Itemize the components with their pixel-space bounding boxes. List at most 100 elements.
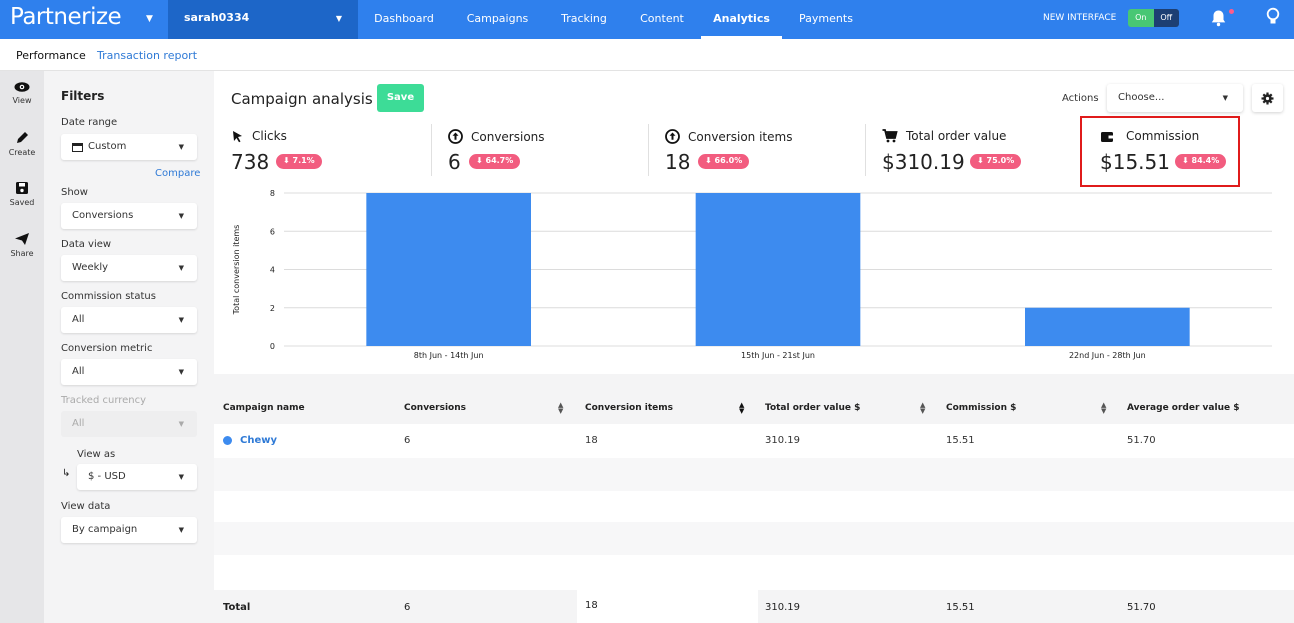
tracked-currency-label: Tracked currency [61, 395, 147, 406]
gear-icon [1261, 92, 1274, 104]
date-range-select[interactable]: Custom ▼ [61, 134, 197, 160]
total-cell-bg [577, 590, 758, 623]
rail-saved[interactable]: Saved [0, 181, 44, 207]
data-view-label: Data view [61, 239, 112, 250]
total-label: Total [223, 602, 251, 613]
x-tick-label: 8th Jun - 14th Jun [414, 351, 484, 360]
total-cell: 15.51 [946, 602, 975, 613]
nav-payments[interactable]: Payments [799, 12, 853, 25]
chart-bar [1025, 307, 1190, 346]
metric-conversion-items: Conversion items 18 ⬇ 66.0% [665, 124, 865, 176]
chevron-down-icon: ▼ [178, 368, 184, 376]
account-name: sarah0334 [184, 11, 250, 24]
date-range-label: Date range [61, 117, 118, 128]
change-badge: ⬇ 66.0% [698, 154, 750, 169]
view-data-value: By campaign [72, 524, 138, 535]
tracked-currency-select: All ▼ [61, 411, 197, 437]
tab-performance[interactable]: Performance [16, 49, 86, 62]
toggle-on[interactable]: On [1128, 9, 1154, 27]
table-cell: 6 [404, 435, 411, 446]
sort-icon[interactable]: ▲ ▼ [558, 401, 564, 415]
chevron-down-icon: ▼ [1222, 94, 1228, 102]
metric-conversions: Conversions 6 ⬇ 64.7% [448, 124, 648, 176]
chevron-down-icon: ▼ [178, 526, 184, 534]
chevron-down-icon: ▼ [335, 14, 342, 23]
rail-create[interactable]: Create [0, 130, 44, 157]
nested-arrow-icon: ↳ [62, 468, 71, 479]
chevron-down-icon: ▼ [178, 212, 184, 220]
x-tick-label: 15th Jun - 21st Jun [741, 351, 815, 360]
y-tick-label: 2 [270, 304, 275, 313]
rail-saved-label: Saved [9, 198, 35, 207]
nav-analytics[interactable]: Analytics [701, 0, 782, 39]
bar-chart: 0 2 4 6 8 8th Jun - 14th Jun 15th Jun - 21st J… [232, 189, 1272, 360]
col-conversion-items[interactable]: Conversion items [585, 403, 673, 413]
metric-value: 6 [448, 150, 461, 174]
conversion-metric-select[interactable]: All ▼ [61, 359, 197, 385]
compare-link[interactable]: Compare [155, 168, 201, 179]
view-as-value: $ - USD [88, 471, 126, 482]
total-cell: 18 [585, 600, 598, 611]
col-campaign-name[interactable]: Campaign name [223, 403, 305, 413]
nav-content[interactable]: Content [640, 12, 684, 25]
rail-share[interactable]: Share [0, 232, 44, 258]
save-button[interactable]: Save [377, 84, 424, 112]
col-conversions[interactable]: Conversions [404, 403, 466, 413]
new-interface-toggle[interactable]: On Off [1128, 9, 1179, 27]
metric-divider [865, 124, 866, 176]
eye-icon [14, 82, 30, 92]
nav-campaigns[interactable]: Campaigns [466, 12, 529, 25]
col-commission[interactable]: Commission $ [946, 403, 1017, 413]
view-data-select[interactable]: By campaign ▼ [61, 517, 197, 543]
cursor-icon [233, 130, 242, 142]
sort-icon[interactable]: ▲ ▼ [920, 401, 926, 415]
logo-chevron-down-icon[interactable]: ▼ [146, 14, 153, 24]
commission-status-label: Commission status [61, 291, 156, 302]
total-cell: 51.70 [1127, 602, 1156, 613]
chevron-down-icon: ▼ [178, 473, 184, 481]
campaign-link[interactable]: Chewy [240, 435, 277, 446]
metric-divider [648, 124, 649, 176]
settings-button[interactable] [1252, 84, 1283, 112]
logo[interactable]: Partnerize [10, 4, 122, 30]
data-view-select[interactable]: Weekly ▼ [61, 255, 197, 281]
nav-tracking[interactable]: Tracking [561, 12, 607, 25]
y-tick-label: 8 [270, 189, 275, 198]
metric-label: Clicks [252, 129, 287, 143]
table-cell: 51.70 [1127, 435, 1156, 446]
sort-icon[interactable]: ▲ ▼ [739, 401, 745, 415]
chart-bar [366, 193, 531, 346]
metric-label: Total order value [906, 129, 1007, 143]
lightbulb-icon[interactable] [1265, 7, 1281, 30]
notification-bell-icon[interactable] [1210, 9, 1227, 30]
actions-select[interactable]: Choose... ▼ [1107, 84, 1243, 112]
tab-transaction-report[interactable]: Transaction report [97, 49, 198, 62]
table-cell: 18 [585, 435, 598, 446]
change-badge: ⬇ 7.1% [276, 154, 322, 169]
empty-row [214, 458, 1294, 491]
metric-value: 18 [665, 150, 691, 174]
y-axis-label: Total conversion items [232, 225, 241, 316]
notification-dot [1229, 9, 1234, 14]
total-cell: 6 [404, 602, 411, 613]
actions-label: Actions [1062, 93, 1099, 104]
metric-value: 738 [231, 150, 270, 174]
rail-view[interactable]: View [0, 81, 44, 105]
metric-label: Conversions [471, 129, 545, 144]
commission-status-select[interactable]: All ▼ [61, 307, 197, 333]
view-as-select[interactable]: $ - USD ▼ [77, 464, 197, 490]
chevron-down-icon: ▼ [178, 143, 184, 151]
account-selector[interactable]: sarah0334 ▼ [168, 0, 358, 39]
nav-dashboard[interactable]: Dashboard [374, 12, 434, 25]
toggle-off[interactable]: Off [1153, 9, 1179, 27]
col-total-order-value[interactable]: Total order value $ [765, 403, 861, 413]
col-average-order-value[interactable]: Average order value $ [1127, 403, 1240, 413]
sort-icon[interactable]: ▲ ▼ [1101, 401, 1107, 415]
rail-view-label: View [12, 96, 32, 105]
show-value: Conversions [72, 210, 134, 221]
show-select[interactable]: Conversions ▼ [61, 203, 197, 229]
metric-label: Commission [1126, 129, 1200, 143]
shopping-cart-icon [882, 129, 898, 143]
rail-share-label: Share [10, 249, 34, 258]
conversion-metric-label: Conversion metric [61, 343, 153, 354]
